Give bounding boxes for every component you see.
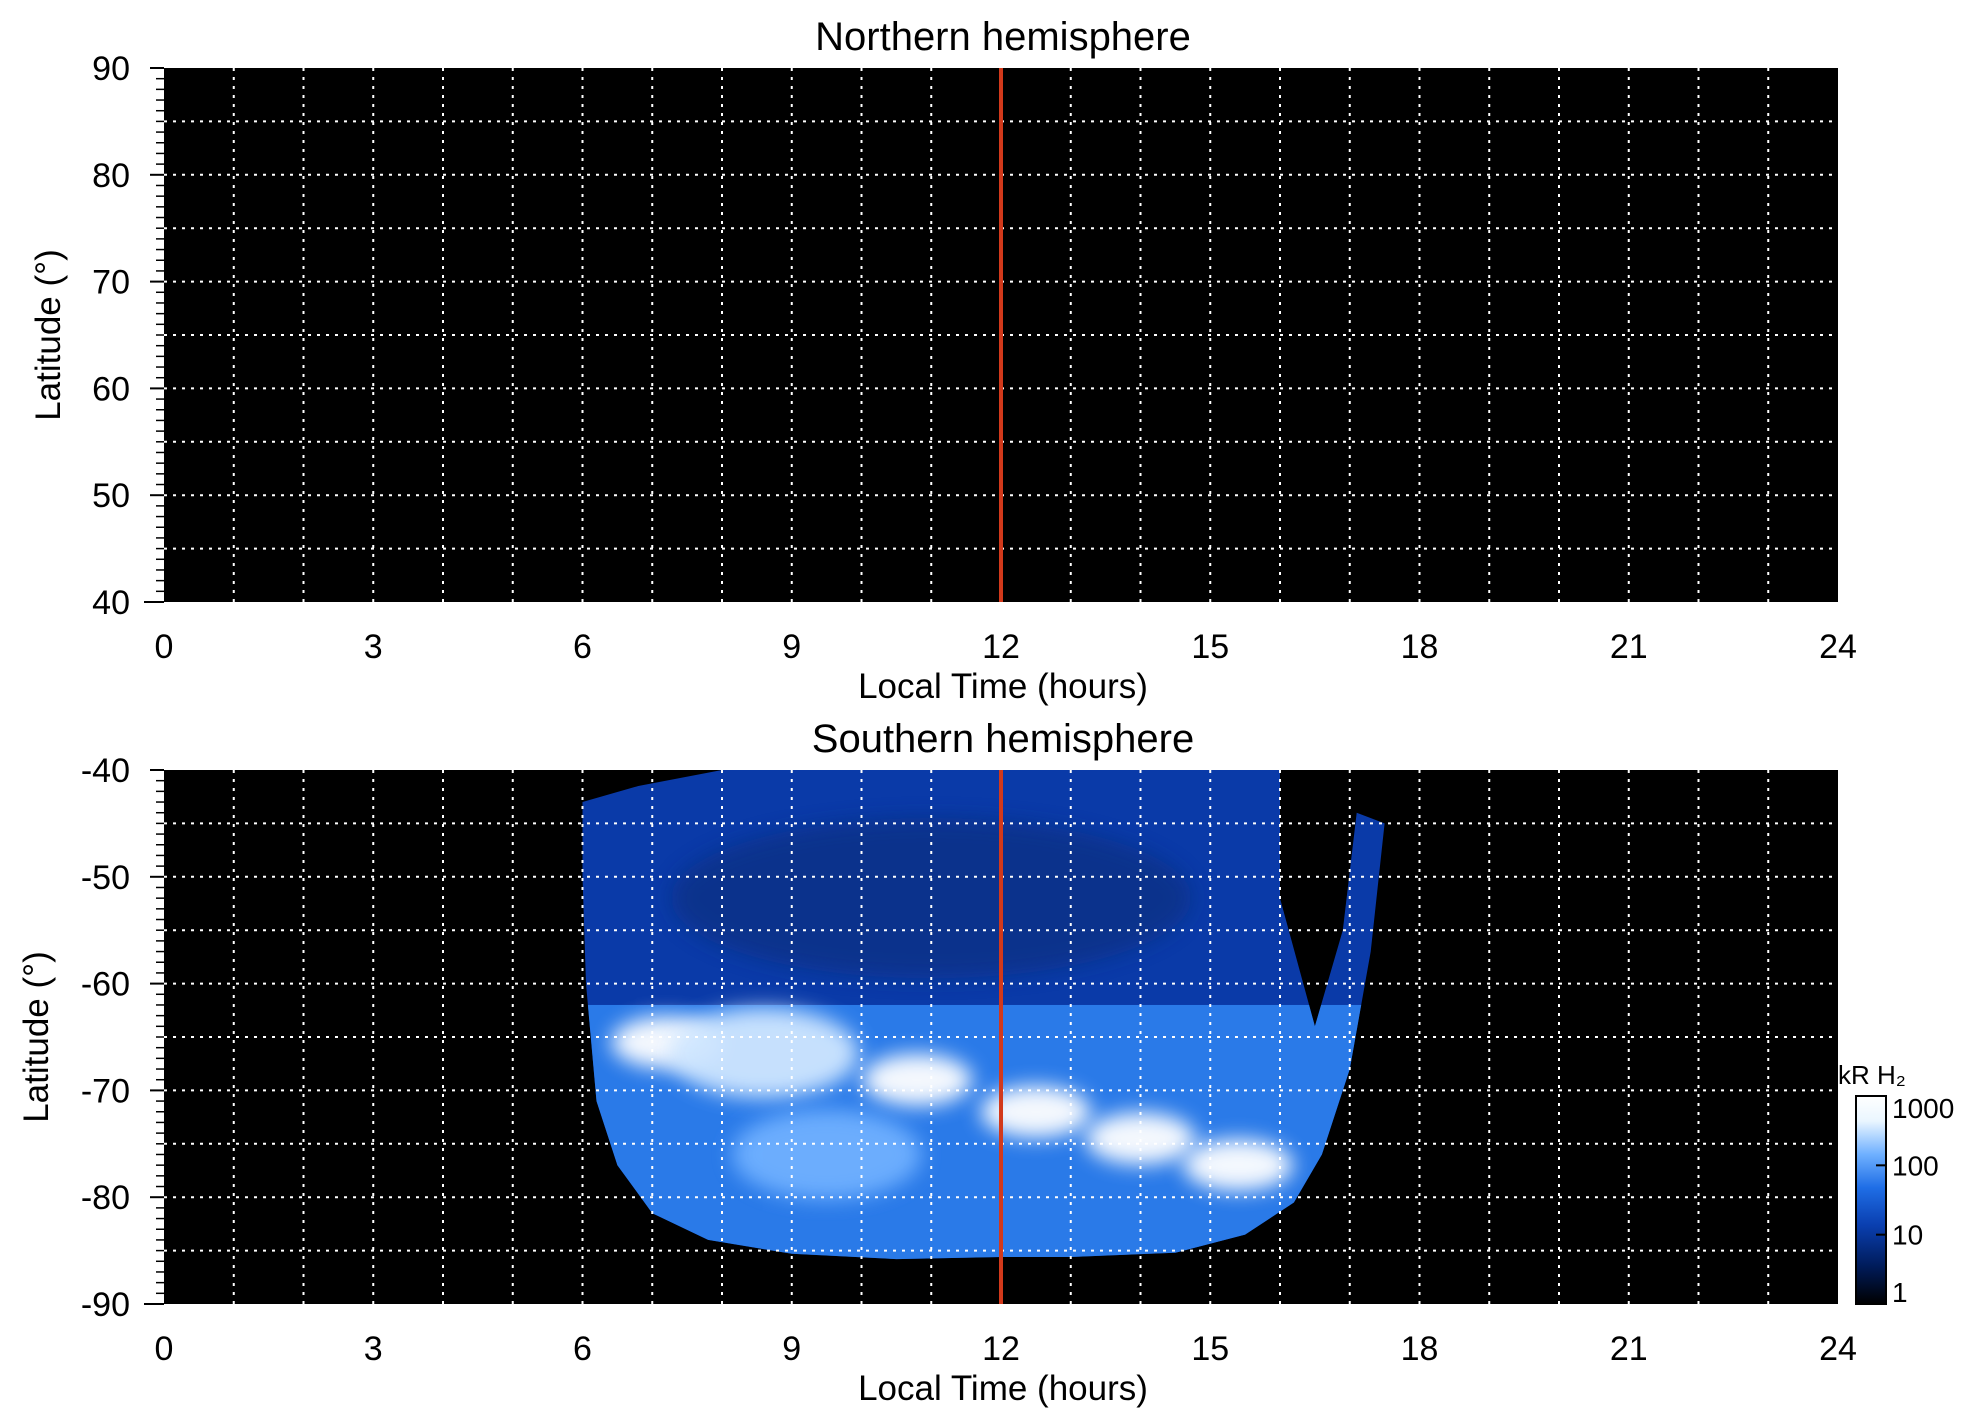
- x-tick-label: 0: [155, 1330, 174, 1368]
- x-tick-label: 18: [1401, 628, 1439, 666]
- y-ticks-north: 40 50 60 70 80 90: [92, 50, 164, 622]
- y-tick-label: 70: [92, 264, 130, 302]
- x-tick-label: 24: [1819, 628, 1857, 666]
- emission-patch: [668, 1008, 859, 1099]
- x-tick-label: 12: [982, 628, 1020, 666]
- x-tick-label: 24: [1819, 1330, 1857, 1368]
- x-tick-label: 3: [364, 628, 383, 666]
- y-tick-label: -70: [81, 1072, 130, 1110]
- colorbar-title: kR H₂: [1838, 1060, 1906, 1090]
- panel-title-north: Northern hemisphere: [815, 15, 1191, 59]
- x-tick-label: 18: [1401, 1330, 1439, 1368]
- colorbar-tick-label: 10: [1892, 1220, 1923, 1251]
- x-axis-label-north: Local Time (hours): [858, 667, 1148, 706]
- colorbar-gradient: [1855, 1095, 1887, 1305]
- emission-patch: [980, 1085, 1091, 1138]
- x-ticks-north: 0 3 6 9 12 15 18 21 24: [155, 628, 1857, 666]
- x-tick-label: 0: [155, 628, 174, 666]
- y-axis-label-south: Latitude (°): [17, 951, 56, 1123]
- emission-patch: [1085, 1112, 1196, 1165]
- colorbar: kR H₂ 1 10 100 1000: [1838, 1060, 1954, 1308]
- aurora-emission-south: [582, 770, 1385, 1260]
- colorbar-tick-label: 1000: [1892, 1093, 1954, 1124]
- x-tick-label: 6: [573, 1330, 592, 1368]
- emission-patch: [731, 1109, 922, 1200]
- panel-northern-hemisphere: Northern hemisphere 40 50 60 70 80 90 0 3 6 9 12 1…: [29, 15, 1857, 706]
- x-ticks-south: 0 3 6 9 12 15 18 21 24: [155, 1330, 1857, 1368]
- y-tick-label: 60: [92, 370, 130, 408]
- y-tick-label: 80: [92, 157, 130, 195]
- x-tick-label: 15: [1191, 1330, 1229, 1368]
- y-tick-label: 50: [92, 477, 130, 515]
- y-tick-label: -50: [81, 859, 130, 897]
- y-tick-label: -60: [81, 966, 130, 1004]
- x-tick-label: 15: [1191, 628, 1229, 666]
- panel-title-south: Southern hemisphere: [812, 717, 1194, 761]
- x-tick-label: 21: [1610, 1330, 1648, 1368]
- emission-patch: [1183, 1139, 1294, 1192]
- x-tick-label: 9: [782, 1330, 801, 1368]
- x-tick-label: 12: [982, 1330, 1020, 1368]
- x-tick-label: 3: [364, 1330, 383, 1368]
- colorbar-ticks: 1 10 100 1000: [1876, 1093, 1954, 1308]
- y-tick-label: -90: [81, 1286, 130, 1324]
- x-tick-label: 9: [782, 628, 801, 666]
- colorbar-tick-label: 100: [1892, 1150, 1939, 1181]
- x-axis-label-south: Local Time (hours): [858, 1369, 1148, 1408]
- x-tick-label: 21: [1610, 628, 1648, 666]
- y-tick-label: 40: [92, 584, 130, 622]
- y-tick-label: -80: [81, 1179, 130, 1217]
- colorbar-tick-label: 1: [1892, 1277, 1908, 1308]
- panel-southern-hemisphere: Southern hemisphere -40 -50 -60 -70 -80 -90 0…: [17, 717, 1857, 1408]
- emission-patch: [862, 1053, 973, 1106]
- y-tick-label: -40: [81, 752, 130, 790]
- x-tick-label: 6: [573, 628, 592, 666]
- y-ticks-south: -40 -50 -60 -70 -80 -90: [81, 752, 164, 1324]
- y-tick-label: 90: [92, 50, 130, 88]
- y-axis-label-north: Latitude (°): [29, 249, 68, 421]
